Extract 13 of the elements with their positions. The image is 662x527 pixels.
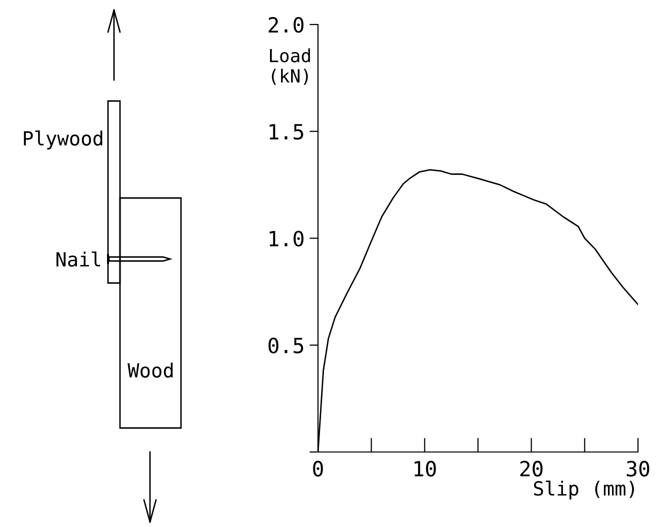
x-tick-label: 0 bbox=[313, 460, 323, 477]
y-tick-label: 1.5 bbox=[270, 124, 304, 140]
text: Plywood bbox=[24, 130, 102, 150]
y-tick-label: 2.0 bbox=[268, 17, 304, 33]
y-axis-title: Load (kN) bbox=[270, 48, 310, 85]
x-tick-label: 10 bbox=[414, 460, 436, 477]
x-tick-label: 20 bbox=[520, 460, 543, 477]
text: Nail bbox=[56, 252, 100, 267]
y-tick-label: 0.5 bbox=[268, 338, 304, 354]
text: Wood bbox=[128, 362, 173, 378]
x-tick-label: 30 bbox=[626, 460, 650, 477]
x-axis-title: Slip (mm) bbox=[534, 480, 634, 500]
y-tick-label: 1.0 bbox=[270, 230, 304, 247]
